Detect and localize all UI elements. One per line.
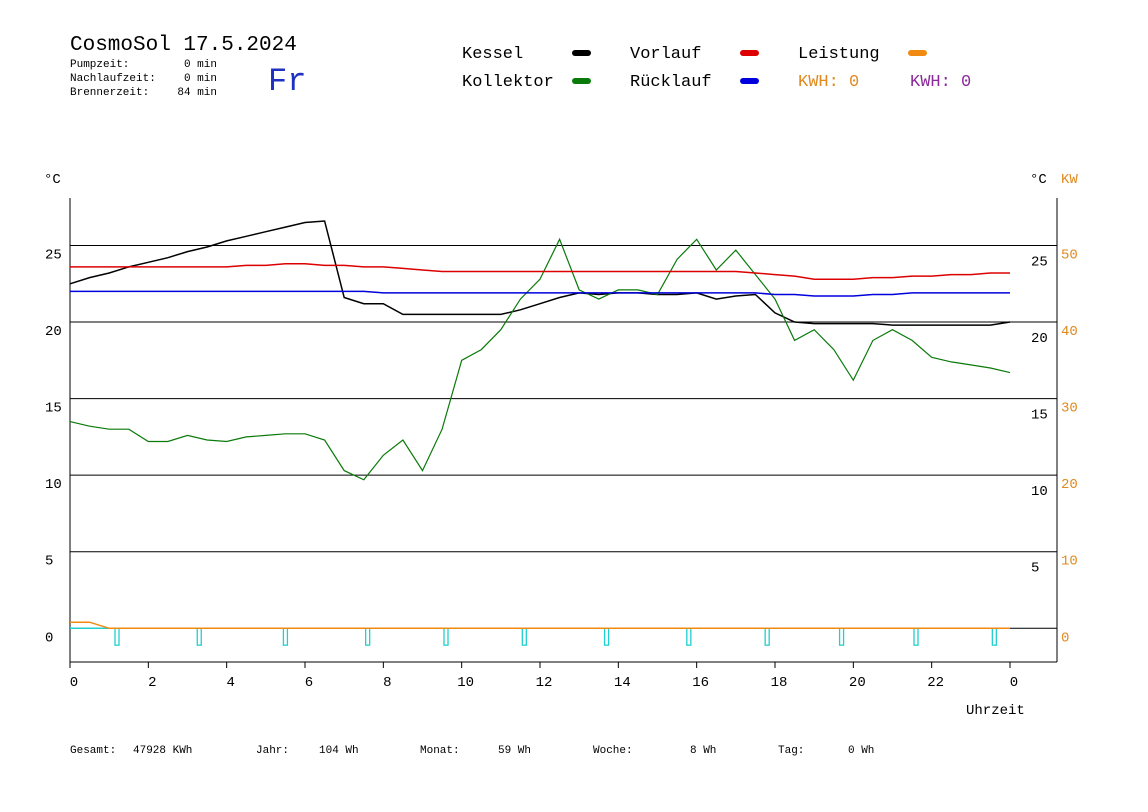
info-value: 0 min — [184, 59, 217, 71]
x-tick-label: 22 — [927, 675, 944, 691]
legend-label: Rücklauf — [630, 73, 712, 92]
y-tick-label-right: 15 — [1031, 408, 1048, 424]
x-axis-label: Uhrzeit — [966, 703, 1025, 719]
x-tick-label: 12 — [536, 675, 553, 691]
pump-pulse — [838, 627, 845, 646]
y-tick-label: 0 — [45, 630, 53, 646]
footer-value: 47928 KWh — [133, 745, 192, 757]
pump-pulse — [365, 627, 371, 646]
series-line — [70, 621, 1010, 630]
weekday: Fr — [268, 63, 306, 100]
pump-pulse — [991, 627, 997, 646]
x-tick-label: 10 — [457, 675, 474, 691]
footer-value: 8 Wh — [690, 745, 716, 757]
pump-pulse — [603, 627, 610, 646]
y-tick-label: 5 — [45, 554, 53, 570]
series-line — [69, 237, 1011, 481]
pump-pulse — [764, 627, 770, 646]
series-line — [69, 220, 1011, 326]
series-line — [70, 290, 1010, 297]
y2-axis-label: KW — [1061, 172, 1078, 188]
footer-label: Jahr: — [256, 745, 289, 757]
y2-tick-label: 50 — [1061, 247, 1078, 263]
y-axis-label: °C — [44, 172, 61, 188]
x-tick-label: 4 — [226, 675, 234, 691]
pump-pulse — [443, 627, 449, 646]
pump-pulse — [196, 627, 202, 646]
legend-label: Vorlauf — [630, 45, 701, 64]
x-tick-label: 20 — [849, 675, 866, 691]
y-tick-label-right: 10 — [1031, 484, 1048, 500]
y-axis-label-right: °C — [1030, 172, 1047, 188]
x-tick-label: 6 — [305, 675, 313, 691]
y-tick-label: 20 — [45, 324, 62, 340]
y-tick-label: 25 — [45, 247, 62, 263]
x-tick-label: 16 — [692, 675, 709, 691]
footer-value: 104 Wh — [319, 745, 359, 757]
y-tick-label: 15 — [45, 401, 62, 417]
pump-pulse — [282, 627, 289, 646]
kwh-label: KWH: 0 — [798, 73, 859, 92]
y2-tick-label: 10 — [1061, 554, 1078, 570]
x-tick-label: 8 — [383, 675, 391, 691]
info-label: Pumpzeit: — [70, 59, 129, 71]
info-value: 0 min — [184, 73, 217, 85]
info-value: 84 min — [177, 87, 217, 99]
info-label: Nachlaufzeit: — [70, 73, 156, 85]
pump-pulse — [521, 627, 527, 646]
legend-label: Kollektor — [462, 73, 554, 92]
footer-value: 59 Wh — [498, 745, 531, 757]
y-tick-label-right: 20 — [1031, 331, 1048, 347]
footer-value: 0 Wh — [848, 745, 874, 757]
y2-tick-label: 40 — [1061, 324, 1078, 340]
y2-tick-label: 30 — [1061, 401, 1078, 417]
pump-pulse — [913, 627, 919, 646]
footer-label: Tag: — [778, 745, 804, 757]
footer-label: Woche: — [593, 745, 633, 757]
title: CosmoSol 17.5.2024 — [70, 34, 297, 57]
x-tick-label: 0 — [1010, 675, 1018, 691]
pump-pulse — [114, 627, 120, 646]
legend-label: Kessel — [462, 45, 523, 64]
kwh-label: KWH: 0 — [910, 73, 971, 92]
y2-tick-label: 20 — [1061, 477, 1078, 493]
pump-pulse — [686, 627, 692, 646]
y-tick-label-right: 25 — [1031, 254, 1048, 270]
info-label: Brennerzeit: — [70, 87, 149, 99]
y-tick-label: 10 — [45, 477, 62, 493]
footer-label: Monat: — [420, 745, 460, 757]
footer-label: Gesamt: — [70, 745, 116, 757]
x-tick-label: 2 — [148, 675, 156, 691]
series-line — [70, 263, 1010, 280]
x-tick-label: 0 — [70, 675, 78, 691]
x-tick-label: 18 — [771, 675, 788, 691]
y2-tick-label: 0 — [1061, 630, 1069, 646]
legend-label: Leistung — [798, 45, 880, 64]
x-tick-label: 14 — [614, 675, 631, 691]
y-tick-label-right: 5 — [1031, 561, 1039, 577]
